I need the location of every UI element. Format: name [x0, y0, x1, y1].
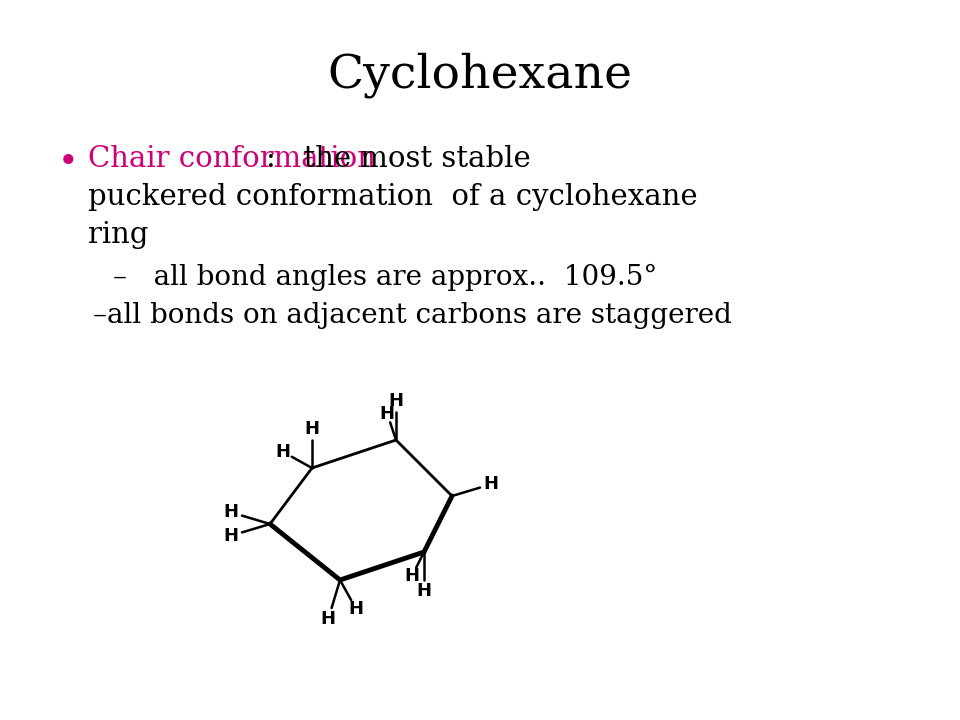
Text: H: H	[417, 582, 431, 600]
Text: :   the most stable: : the most stable	[266, 145, 531, 173]
Text: ring: ring	[88, 221, 149, 249]
Text: H: H	[224, 503, 238, 521]
Text: H: H	[405, 567, 420, 585]
Text: –   all bond angles are approx..  109.5°: – all bond angles are approx.. 109.5°	[113, 264, 658, 291]
Text: Chair conformation: Chair conformation	[88, 145, 376, 173]
Text: puckered conformation  of a cyclohexane: puckered conformation of a cyclohexane	[88, 183, 698, 211]
Text: H: H	[389, 392, 403, 410]
Text: •: •	[58, 145, 79, 179]
Text: H: H	[321, 611, 336, 628]
Text: –all bonds on adjacent carbons are staggered: –all bonds on adjacent carbons are stagg…	[93, 302, 732, 329]
Text: H: H	[276, 443, 291, 461]
Text: Cyclohexane: Cyclohexane	[327, 52, 633, 98]
Text: H: H	[224, 527, 238, 545]
Text: H: H	[380, 405, 395, 423]
Text: H: H	[304, 420, 320, 438]
Text: H: H	[348, 600, 364, 618]
Text: H: H	[484, 475, 498, 493]
